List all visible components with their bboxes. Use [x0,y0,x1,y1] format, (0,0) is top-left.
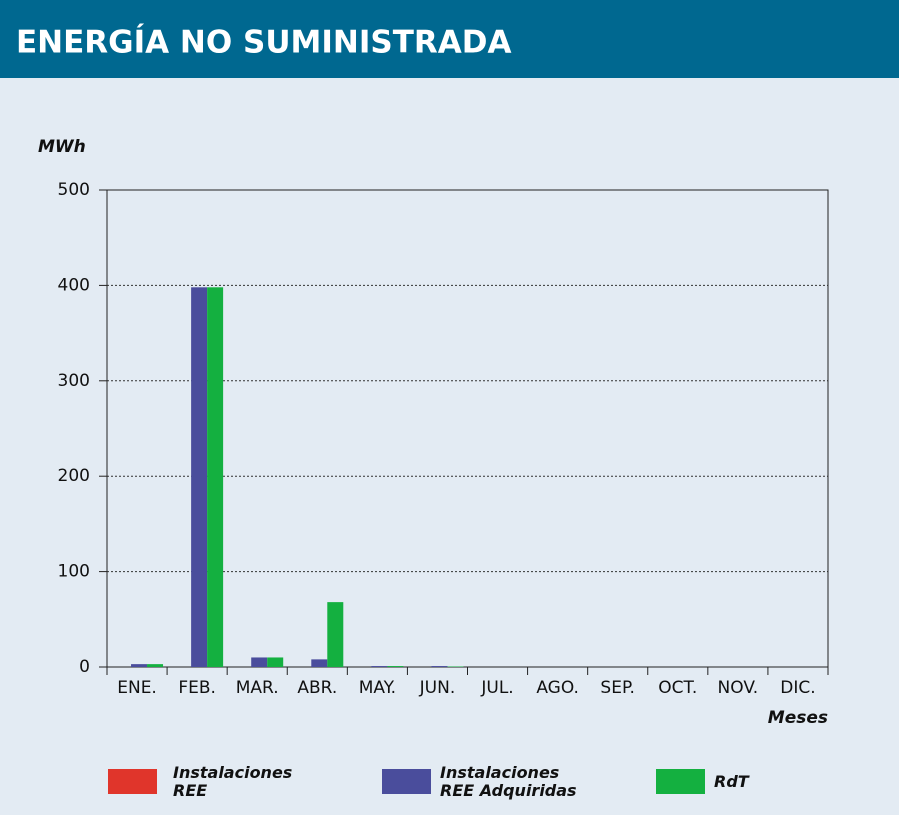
header [0,0,899,78]
bar [267,657,284,667]
bar [207,287,224,667]
y-tick-label: 100 [58,562,90,582]
chart-title: ENERGÍA NO SUMINISTRADA [16,25,511,61]
y-axis-label: MWh [38,137,86,157]
legend-label: Instalaciones REE Adquiridas [440,763,577,800]
legend-label: RdT [714,772,749,791]
x-tick-label: MAY. [359,678,396,698]
x-tick-label: AGO. [536,678,579,698]
x-tick-label: JUN. [419,678,456,698]
bar [147,664,164,667]
x-tick-label: OCT. [658,678,697,698]
legend-swatch [382,769,431,794]
x-tick-label: MAR. [236,678,279,698]
y-tick-label: 400 [58,275,90,295]
y-tick-label: 200 [58,466,90,486]
legend-swatch [656,769,705,794]
x-tick-label: ABR. [297,678,337,698]
y-tick-label: 300 [58,371,90,391]
y-tick-label: 500 [58,180,90,200]
bar [131,664,148,667]
x-axis-label: Meses [768,708,828,728]
legend-swatch [108,769,157,794]
bar [251,657,268,667]
x-tick-label: FEB. [178,678,216,698]
y-tick-label: 0 [79,657,90,677]
bar [327,602,344,667]
bar [371,666,388,667]
x-tick-label: ENE. [117,678,157,698]
bar [431,666,448,667]
x-tick-label: NOV. [718,678,759,698]
x-tick-label: JUL. [480,678,513,698]
legend-label: Instalaciones REE [173,763,293,800]
x-tick-label: SEP. [600,678,635,698]
bar [191,287,208,667]
x-tick-label: DIC. [780,678,815,698]
bar [387,666,404,667]
bar [311,659,328,667]
